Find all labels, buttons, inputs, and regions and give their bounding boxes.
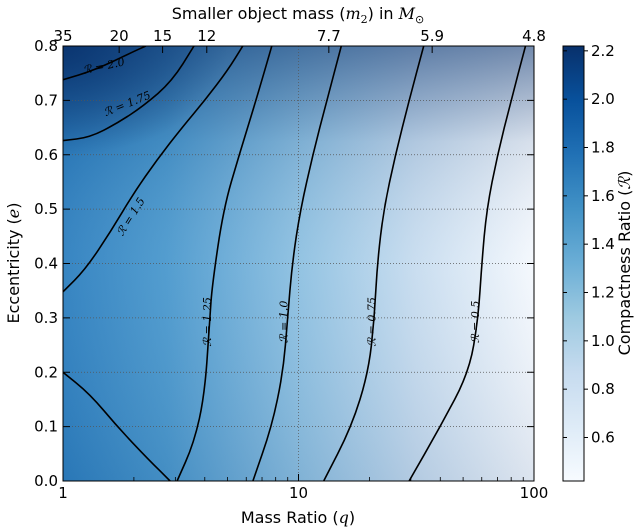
top-tick-label: 5.9: [420, 27, 444, 45]
x-axis-title: Mass Ratio (q): [241, 508, 355, 527]
x-tick-label: 10: [289, 484, 308, 502]
contour-label: ℛ = 0.75: [365, 297, 378, 346]
contour-label: ℛ = 0.5: [469, 301, 482, 343]
y-tick-label: 0.6: [34, 146, 58, 164]
colorbar-gradient: [562, 45, 585, 482]
y-tick-label: 0.7: [34, 91, 58, 109]
y-tick-label: 0.5: [34, 200, 58, 218]
colorbar-tick-label: 2.0: [591, 90, 615, 108]
contour-label: ℛ = 1.0: [278, 301, 291, 343]
contour-label: ℛ = 1.25: [201, 297, 214, 346]
x-axis: 1 10 100: [58, 474, 548, 502]
contour-line: [63, 46, 147, 81]
colorbar-tick-label: 1.8: [591, 139, 615, 157]
colorbar: 0.6 0.8 1.0 1.2 1.4 1.6 1.8 2.0 2.2 Compactness …: [562, 42, 634, 482]
contour-line: [252, 46, 343, 481]
contour-line: [176, 46, 273, 481]
grid: [63, 46, 534, 481]
y-tick-label: 0.4: [34, 255, 58, 273]
contour-line: [322, 46, 425, 481]
colorbar-ticks: 0.6 0.8 1.0 1.2 1.4 1.6 1.8 2.0 2.2: [563, 42, 615, 447]
top-tick-label: 7.7: [317, 27, 341, 45]
y-tick-label: 0.0: [34, 472, 58, 490]
colorbar-title: Compactness Ratio (ℛ): [615, 171, 634, 356]
contour-line: [408, 46, 527, 481]
y-tick-label: 0.1: [34, 418, 58, 436]
y-axis-title: Eccentricity (e): [4, 202, 23, 323]
top-tick-label: 15: [153, 27, 172, 45]
colorbar-tick-label: 1.0: [591, 332, 615, 350]
contour-line: [63, 371, 171, 481]
heatmap-high-region: [63, 46, 363, 246]
contour-line: [63, 46, 195, 142]
colorbar-tick-label: 1.6: [591, 187, 615, 205]
top-tick-label: 20: [110, 27, 129, 45]
top-axis-title: Smaller object mass (m2) in M⊙: [172, 4, 425, 26]
colorbar-tick-label: 1.2: [591, 284, 615, 302]
top-axis: 35 20 15 12 7.7 5.9 4.8: [53, 27, 546, 53]
top-tick-label: 12: [197, 27, 216, 45]
y-tick-label: 0.8: [34, 37, 58, 55]
contour-line: [63, 46, 244, 293]
x-tick-label: 100: [520, 484, 549, 502]
contour-lines: [63, 46, 527, 481]
x-tick-label: 1: [58, 484, 68, 502]
colorbar-tick-label: 0.8: [591, 380, 615, 398]
top-tick-label: 4.8: [522, 27, 546, 45]
colorbar-tick-label: 0.6: [591, 429, 615, 447]
y-tick-label: 0.2: [34, 363, 58, 381]
y-tick-label: 0.3: [34, 309, 58, 327]
top-tick-label: 35: [53, 27, 72, 45]
y-axis: 0.0 0.1 0.2 0.3 0.4 0.5 0.6 0.7 0.8: [34, 37, 534, 490]
colorbar-tick-label: 2.2: [591, 42, 615, 60]
colorbar-tick-label: 1.4: [591, 235, 615, 253]
